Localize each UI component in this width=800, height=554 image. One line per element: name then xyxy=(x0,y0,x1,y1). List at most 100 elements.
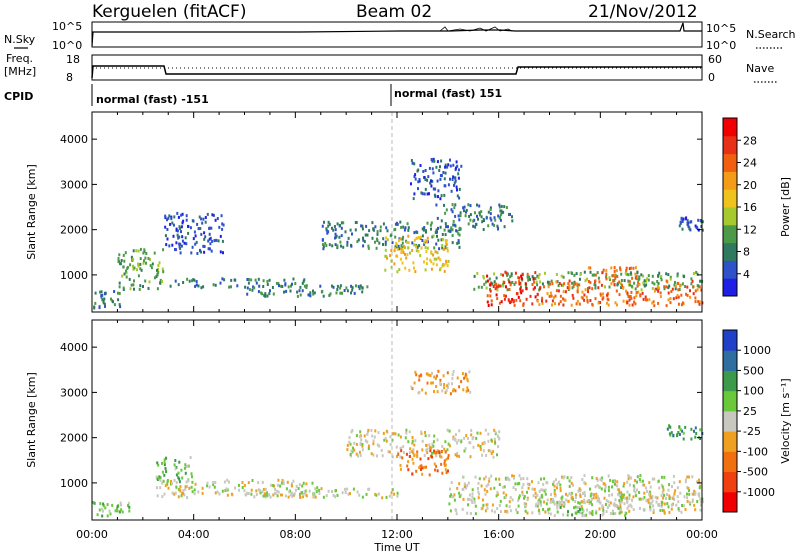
velocity-cell xyxy=(568,479,571,483)
velocity-cell xyxy=(687,487,690,490)
freq-left-label-1: Freq. xyxy=(6,52,33,65)
velocity-cell xyxy=(216,490,219,494)
velocity-cell xyxy=(212,481,215,484)
power-cell xyxy=(568,286,571,290)
velocity-cell xyxy=(332,493,335,497)
velocity-cell xyxy=(230,492,233,496)
velocity-cell xyxy=(524,509,527,513)
power-cell xyxy=(524,282,527,286)
velocity-cell xyxy=(461,487,464,491)
velocity-cell xyxy=(693,489,696,493)
velocity-cell xyxy=(542,482,545,486)
power-cell xyxy=(482,218,485,221)
power-cell xyxy=(439,258,442,262)
velocity-cell xyxy=(558,500,561,504)
velocity-cell xyxy=(454,433,457,437)
velocity-cell xyxy=(639,480,642,483)
power-cell xyxy=(578,283,581,287)
velocity-cell xyxy=(596,478,599,482)
power-cell xyxy=(631,303,634,307)
power-cell xyxy=(132,264,134,268)
velocity-cell xyxy=(577,509,580,513)
power-cell xyxy=(494,218,497,222)
power-cell xyxy=(350,244,353,248)
power-cell xyxy=(396,254,399,258)
power-cell xyxy=(417,249,420,253)
velocity-cell xyxy=(698,480,701,484)
power-cell xyxy=(641,291,644,295)
power-cell xyxy=(502,273,504,277)
velocity-cell xyxy=(449,494,452,498)
power-cell xyxy=(608,276,611,280)
power-cell xyxy=(219,234,222,238)
power-cell xyxy=(357,285,360,289)
velocity-cell xyxy=(426,447,429,451)
freq-left-label-2: [MHz] xyxy=(4,65,36,78)
velocity-cell xyxy=(305,482,308,486)
power-cell xyxy=(572,284,575,288)
power-cell xyxy=(312,289,314,293)
power-cell xyxy=(480,285,483,289)
velocity-cell xyxy=(565,498,568,502)
power-cell xyxy=(328,222,331,226)
power-cell xyxy=(457,232,460,236)
power-cell xyxy=(651,301,654,305)
power-cell xyxy=(443,269,446,273)
velocity-cell xyxy=(287,495,290,499)
power-cell xyxy=(191,245,194,249)
velocity-cell xyxy=(156,494,159,498)
power-cell xyxy=(457,172,460,176)
velocity-cell xyxy=(363,434,366,438)
velocity-cell xyxy=(686,496,689,500)
velocity-cell xyxy=(581,514,584,518)
power-cell xyxy=(113,303,116,307)
power-cell xyxy=(443,203,445,207)
power-cell xyxy=(638,282,641,286)
power-cell xyxy=(437,226,439,230)
power-cell xyxy=(558,282,561,285)
velocity-cell xyxy=(560,503,563,507)
power-echo-region xyxy=(93,290,122,310)
velocity-cell xyxy=(425,465,427,469)
power-cell xyxy=(423,242,426,246)
velocity-cell xyxy=(452,370,455,373)
velocity-cell xyxy=(247,491,250,495)
velocity-cell xyxy=(648,490,651,494)
power-cell xyxy=(686,293,689,297)
velocity-cell xyxy=(349,492,351,496)
velocity-cell xyxy=(435,451,438,454)
velocity-cell xyxy=(458,454,461,458)
velocity-cell xyxy=(173,478,176,482)
velocity-cell xyxy=(622,495,625,499)
velocity-cell xyxy=(540,477,542,481)
power-cell xyxy=(430,158,433,161)
velocity-cell xyxy=(104,506,107,510)
velocity-cell xyxy=(624,496,627,500)
power-cell xyxy=(698,285,701,289)
velocity-cell xyxy=(663,510,666,514)
power-cell xyxy=(424,268,427,272)
velocity-cell xyxy=(423,454,426,457)
velocity-cell xyxy=(578,511,581,515)
power-cell xyxy=(253,286,256,290)
velocity-cell xyxy=(661,490,664,494)
velocity-cell xyxy=(673,498,676,501)
velocity-cell xyxy=(474,475,477,479)
velocity-cell xyxy=(381,496,384,500)
power-cell xyxy=(634,272,637,276)
power-cell xyxy=(415,245,418,249)
power-cell xyxy=(183,241,186,245)
power-cell xyxy=(336,244,339,248)
power-cell xyxy=(376,237,378,241)
power-cell xyxy=(309,291,312,295)
power-cell xyxy=(615,289,618,293)
velocity-cell xyxy=(642,508,645,512)
power-cell xyxy=(351,288,354,292)
power-cell xyxy=(500,204,503,208)
velocity-cell xyxy=(693,429,695,433)
velocity-cell xyxy=(542,488,545,492)
velocity-cell xyxy=(593,493,596,497)
velocity-cell xyxy=(348,440,351,444)
power-cell xyxy=(366,233,369,237)
y-tick-label: 4000 xyxy=(60,133,88,146)
